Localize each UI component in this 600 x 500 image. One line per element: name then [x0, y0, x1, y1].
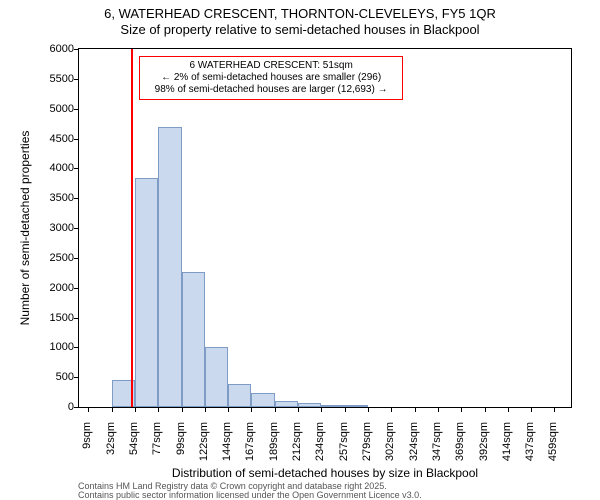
x-tick-mark — [368, 407, 369, 412]
histogram-bar — [298, 403, 321, 407]
y-tick-mark — [74, 407, 79, 408]
x-tick-mark — [298, 407, 299, 412]
x-tick-mark — [251, 407, 252, 412]
y-tick-label: 4000 — [4, 162, 74, 174]
x-tick-mark — [345, 407, 346, 412]
y-tick-mark — [74, 318, 79, 319]
y-tick-label: 3500 — [4, 192, 74, 204]
y-tick-mark — [74, 347, 79, 348]
histogram-bar — [228, 384, 251, 407]
histogram-bar — [135, 178, 158, 407]
x-tick-mark — [228, 407, 229, 412]
histogram-bar — [275, 401, 298, 407]
x-tick-label: 437sqm — [524, 422, 536, 472]
histogram-bar — [182, 272, 205, 407]
x-tick-label: 99sqm — [175, 422, 187, 472]
y-tick-label: 4500 — [4, 133, 74, 145]
x-tick-mark — [508, 407, 509, 412]
x-tick-label: 369sqm — [454, 422, 466, 472]
x-tick-mark — [531, 407, 532, 412]
histogram-bar — [345, 405, 368, 407]
x-tick-label: 54sqm — [128, 422, 140, 472]
y-tick-label: 5500 — [4, 73, 74, 85]
y-tick-label: 0 — [4, 401, 74, 413]
y-tick-mark — [74, 377, 79, 378]
x-tick-mark — [205, 407, 206, 412]
x-tick-label: 279sqm — [361, 422, 373, 472]
chart-title-line2: Size of property relative to semi-detach… — [0, 22, 600, 38]
x-tick-mark — [415, 407, 416, 412]
x-tick-mark — [321, 407, 322, 412]
histogram-bar — [205, 347, 228, 407]
y-tick-label: 1000 — [4, 341, 74, 353]
x-tick-mark — [391, 407, 392, 412]
x-tick-label: 144sqm — [221, 422, 233, 472]
x-tick-label: 77sqm — [151, 422, 163, 472]
y-tick-mark — [74, 228, 79, 229]
x-tick-label: 324sqm — [408, 422, 420, 472]
x-tick-label: 459sqm — [547, 422, 559, 472]
x-tick-label: 347sqm — [431, 422, 443, 472]
x-tick-label: 302sqm — [384, 422, 396, 472]
x-tick-label: 32sqm — [105, 422, 117, 472]
x-tick-label: 167sqm — [244, 422, 256, 472]
y-tick-mark — [74, 198, 79, 199]
x-tick-mark — [88, 407, 89, 412]
x-tick-label: 122sqm — [198, 422, 210, 472]
x-tick-mark — [112, 407, 113, 412]
y-tick-mark — [74, 139, 79, 140]
x-tick-mark — [182, 407, 183, 412]
x-tick-label: 9sqm — [81, 422, 93, 472]
histogram-bar — [158, 127, 181, 407]
y-tick-label: 6000 — [4, 43, 74, 55]
x-tick-mark — [275, 407, 276, 412]
y-tick-mark — [74, 109, 79, 110]
histogram-bar — [321, 405, 344, 407]
x-tick-mark — [461, 407, 462, 412]
x-tick-mark — [158, 407, 159, 412]
y-tick-mark — [74, 288, 79, 289]
chart-title-block: 6, WATERHEAD CRESCENT, THORNTON-CLEVELEY… — [0, 6, 600, 39]
y-tick-label: 2500 — [4, 252, 74, 264]
y-tick-mark — [74, 49, 79, 50]
property-marker-line — [131, 49, 133, 407]
x-tick-mark — [135, 407, 136, 412]
annotation-line2: 98% of semi-detached houses are larger (… — [146, 84, 396, 96]
annotation-line1: ← 2% of semi-detached houses are smaller… — [146, 72, 396, 84]
x-tick-label: 234sqm — [314, 422, 326, 472]
annotation-title: 6 WATERHEAD CRESCENT: 51sqm — [146, 60, 396, 72]
y-tick-label: 2000 — [4, 282, 74, 294]
chart-title-line1: 6, WATERHEAD CRESCENT, THORNTON-CLEVELEY… — [0, 6, 600, 22]
y-tick-mark — [74, 168, 79, 169]
x-tick-mark — [554, 407, 555, 412]
x-tick-label: 392sqm — [478, 422, 490, 472]
attribution-line2: Contains public sector information licen… — [78, 491, 572, 500]
x-tick-label: 414sqm — [501, 422, 513, 472]
y-tick-mark — [74, 258, 79, 259]
attribution-text: Contains HM Land Registry data © Crown c… — [78, 482, 572, 500]
y-tick-mark — [74, 79, 79, 80]
histogram-bar — [251, 393, 274, 407]
y-tick-label: 3000 — [4, 222, 74, 234]
x-tick-mark — [438, 407, 439, 412]
y-tick-label: 5000 — [4, 103, 74, 115]
x-tick-label: 212sqm — [291, 422, 303, 472]
x-tick-mark — [485, 407, 486, 412]
y-tick-label: 500 — [4, 371, 74, 383]
x-tick-label: 189sqm — [268, 422, 280, 472]
annotation-box: 6 WATERHEAD CRESCENT: 51sqm← 2% of semi-… — [139, 56, 403, 100]
x-tick-label: 257sqm — [338, 422, 350, 472]
y-tick-label: 1500 — [4, 312, 74, 324]
histogram-plot-area: 6 WATERHEAD CRESCENT: 51sqm← 2% of semi-… — [78, 48, 572, 408]
